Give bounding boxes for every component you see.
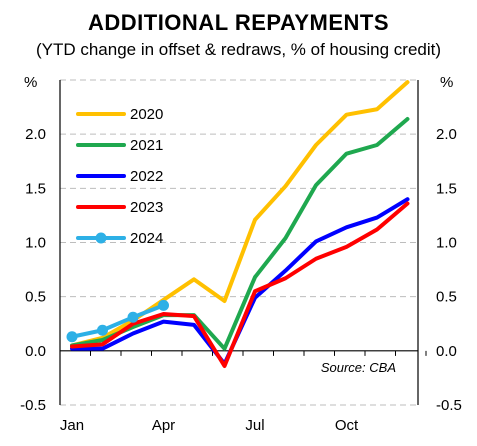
y-tick-label-left: 2.0 [25,126,46,143]
data-point-2024 [158,299,169,311]
chart-title: ADDITIONAL REPAYMENTS [87,10,389,35]
y-tick-label-left: 0.0 [25,343,46,360]
x-tick-label: Jan [60,417,84,434]
series-line-2021 [70,117,410,351]
y-unit-left: % [24,74,37,91]
source-note: Source: CBA [321,360,396,375]
series-line-2020 [70,80,410,348]
legend-label-2022: 2022 [130,168,163,185]
x-tick-label: Apr [152,417,175,434]
y-tick-label-right: 0.5 [436,289,457,306]
legend-label-2024: 2024 [130,230,163,247]
x-tick-label: Jul [245,417,264,434]
data-point-2024 [66,331,78,343]
legend-label-2020: 2020 [130,106,163,123]
legend-label-2021: 2021 [130,137,163,154]
y-tick-label-right: 0.0 [436,343,457,360]
y-tick-label-left: 1.5 [25,180,46,197]
y-tick-label-left: 1.0 [25,235,46,252]
y-tick-label-right: 1.0 [436,235,457,252]
data-point-2024 [127,311,139,323]
y-tick-label-left: -0.5 [20,397,46,414]
legend-label-2023: 2023 [130,199,163,216]
series-line-2024 [70,303,166,339]
y-tick-label-right: 2.0 [436,126,457,143]
data-point-2024 [97,324,108,336]
y-tick-label-right: -0.5 [436,397,462,414]
legend-marker-2024 [95,232,107,244]
series-line-2022 [70,197,410,366]
y-tick-label-left: 0.5 [25,289,46,306]
y-unit-right: % [440,74,453,91]
y-tick-label-right: 1.5 [436,180,457,197]
series-line-2023 [70,201,410,368]
x-tick-label: Oct [335,417,359,434]
chart-subtitle: (YTD change in offset & redraws, % of ho… [35,40,442,59]
